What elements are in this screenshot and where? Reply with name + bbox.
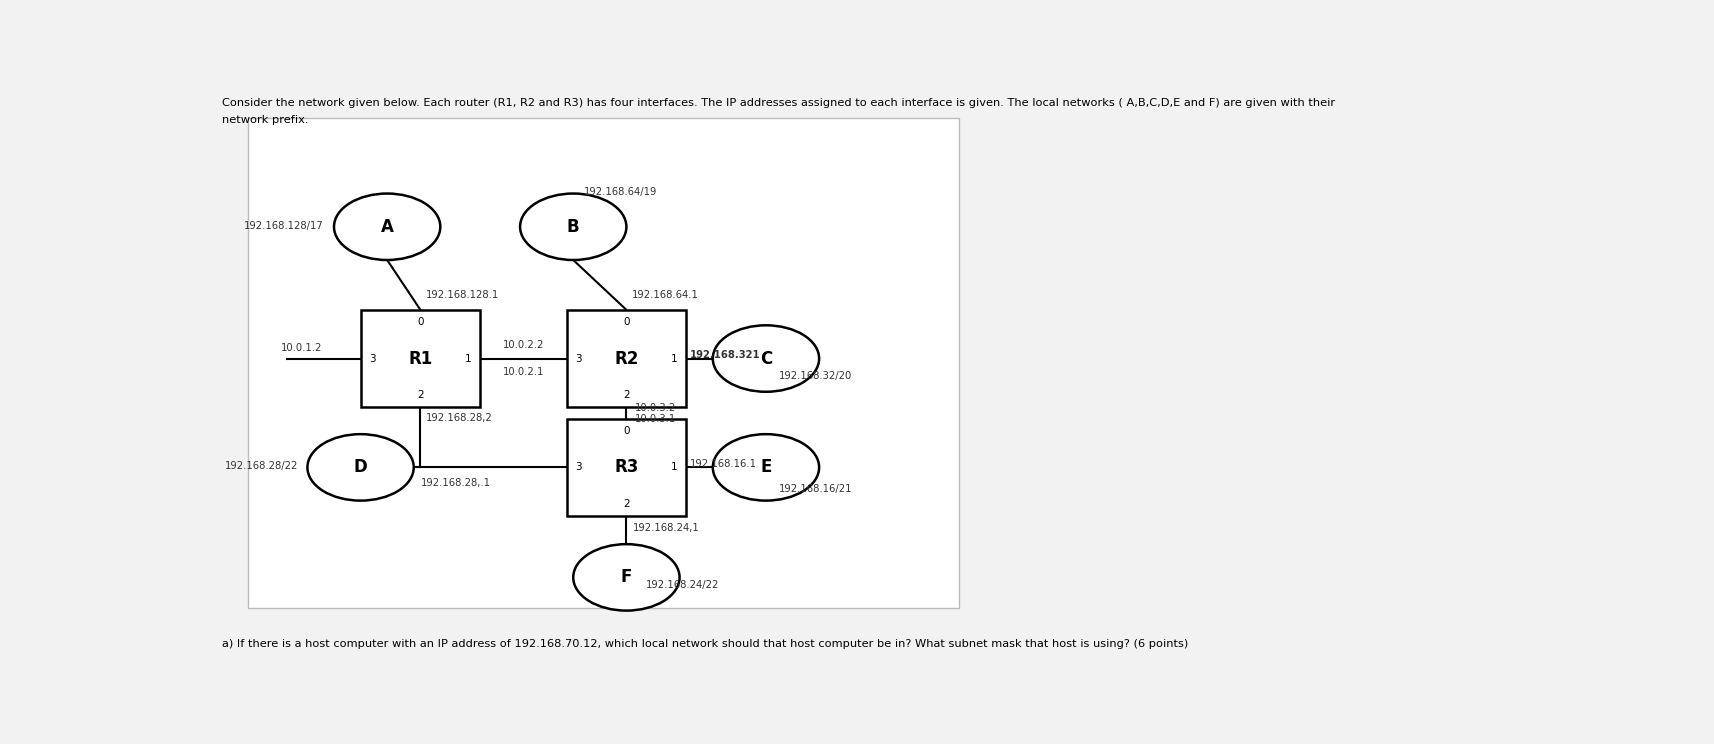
Text: a) If there is a host computer with an IP address of 192.168.70.12, which local : a) If there is a host computer with an I… xyxy=(223,639,1188,650)
Text: C: C xyxy=(759,350,771,368)
Text: 192.168.128/17: 192.168.128/17 xyxy=(243,221,324,231)
Ellipse shape xyxy=(519,193,626,260)
Text: 192.168.16.1: 192.168.16.1 xyxy=(689,459,758,469)
Ellipse shape xyxy=(713,434,819,501)
Text: 192.168.64.1: 192.168.64.1 xyxy=(631,289,698,300)
Ellipse shape xyxy=(713,325,819,392)
Text: 2: 2 xyxy=(622,390,629,400)
Text: F: F xyxy=(620,568,632,586)
Text: 0: 0 xyxy=(417,317,423,327)
Text: 192.168.128.1: 192.168.128.1 xyxy=(425,289,499,300)
Text: 3: 3 xyxy=(369,353,375,364)
Text: 192.168.28/22: 192.168.28/22 xyxy=(225,461,298,471)
FancyBboxPatch shape xyxy=(247,118,958,608)
Text: 3: 3 xyxy=(576,353,581,364)
Ellipse shape xyxy=(572,544,679,611)
Text: 192.168.32/20: 192.168.32/20 xyxy=(778,371,852,381)
Text: A: A xyxy=(381,218,394,236)
Text: 192.168.24,1: 192.168.24,1 xyxy=(632,523,699,533)
Text: 3: 3 xyxy=(576,462,581,472)
Text: 192.168.24/22: 192.168.24/22 xyxy=(646,580,720,590)
Text: 192.168.16/21: 192.168.16/21 xyxy=(778,484,852,494)
FancyBboxPatch shape xyxy=(360,310,480,407)
Text: 2: 2 xyxy=(417,390,423,400)
Text: 10.0.1.2: 10.0.1.2 xyxy=(281,343,322,353)
Ellipse shape xyxy=(307,434,413,501)
Text: 10.0.3.2: 10.0.3.2 xyxy=(634,403,675,413)
Text: 1: 1 xyxy=(670,462,677,472)
Text: R1: R1 xyxy=(408,350,432,368)
Text: 192.168.64/19: 192.168.64/19 xyxy=(583,187,656,197)
Text: 2: 2 xyxy=(622,498,629,509)
FancyBboxPatch shape xyxy=(566,310,686,407)
Text: 192.168.28,2: 192.168.28,2 xyxy=(425,413,492,423)
Text: Consider the network given below. Each router (R1, R2 and R3) has four interface: Consider the network given below. Each r… xyxy=(223,98,1335,109)
Text: R3: R3 xyxy=(614,458,638,476)
Text: E: E xyxy=(759,458,771,476)
Text: 1: 1 xyxy=(464,353,471,364)
Text: 10.0.2.2: 10.0.2.2 xyxy=(502,340,543,350)
FancyBboxPatch shape xyxy=(566,419,686,516)
Ellipse shape xyxy=(334,193,440,260)
Text: 0: 0 xyxy=(622,317,629,327)
Text: 192.168.321: 192.168.321 xyxy=(689,350,761,360)
Text: 192.168.28,.1: 192.168.28,.1 xyxy=(420,478,490,488)
Text: 10.0.2.1: 10.0.2.1 xyxy=(502,367,543,377)
Text: 1: 1 xyxy=(670,353,677,364)
Text: network prefix.: network prefix. xyxy=(223,115,309,125)
Text: B: B xyxy=(567,218,579,236)
Text: D: D xyxy=(353,458,367,476)
Text: R2: R2 xyxy=(614,350,638,368)
Text: 0: 0 xyxy=(622,426,629,436)
Text: 10.0.3.1: 10.0.3.1 xyxy=(634,414,675,424)
